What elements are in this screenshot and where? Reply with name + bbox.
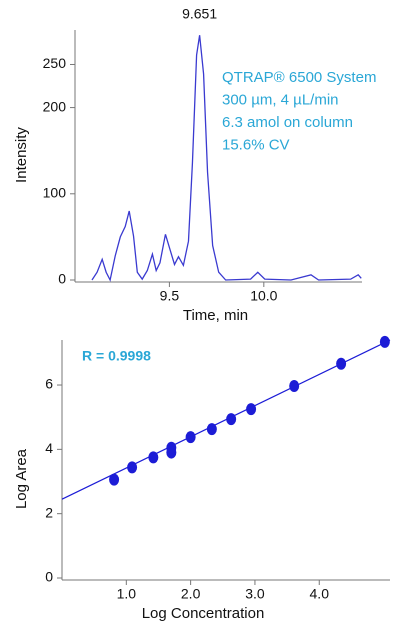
annotation: R = 0.9998 bbox=[82, 348, 151, 364]
data-point bbox=[289, 379, 300, 392]
annotation: QTRAP® 6500 System bbox=[222, 69, 376, 86]
annotation: 6.3 amol on column bbox=[222, 114, 353, 131]
data-point bbox=[148, 451, 159, 464]
data-point bbox=[226, 413, 237, 426]
data-point bbox=[336, 357, 347, 370]
x-tick-label: 9.5 bbox=[160, 288, 180, 304]
y-tick-label: 250 bbox=[43, 55, 67, 71]
y-tick-label: 100 bbox=[43, 184, 67, 200]
x-tick-label: 10.0 bbox=[250, 288, 277, 304]
x-tick-label: 4.0 bbox=[310, 586, 330, 602]
data-point bbox=[127, 461, 138, 474]
trendline bbox=[62, 339, 391, 500]
data-point bbox=[246, 403, 257, 416]
y-tick-label: 2 bbox=[45, 504, 53, 520]
y-tick-label: 6 bbox=[45, 376, 53, 392]
y-tick-label: 0 bbox=[58, 271, 66, 287]
x-axis-label: Time, min bbox=[183, 307, 248, 324]
x-tick-label: 1.0 bbox=[117, 586, 137, 602]
data-point bbox=[185, 431, 196, 444]
data-point bbox=[166, 441, 177, 454]
y-axis-label: Log Area bbox=[13, 448, 30, 509]
chromatogram-line bbox=[91, 35, 362, 282]
annotation: 15.6% CV bbox=[222, 136, 290, 153]
data-point bbox=[109, 473, 120, 486]
y-tick-label: 200 bbox=[43, 98, 67, 114]
x-tick-label: 2.0 bbox=[181, 586, 201, 602]
y-tick-label: 0 bbox=[45, 569, 53, 585]
data-point bbox=[379, 335, 390, 348]
x-tick-label: 3.0 bbox=[245, 586, 265, 602]
peak-label: 9.651 bbox=[182, 6, 217, 22]
annotation: 300 µm, 4 µL/min bbox=[222, 91, 339, 108]
data-point bbox=[206, 423, 217, 436]
y-axis-label: Intensity bbox=[13, 127, 30, 183]
y-tick-label: 4 bbox=[45, 440, 53, 456]
x-axis-label: Log Concentration bbox=[142, 605, 265, 622]
